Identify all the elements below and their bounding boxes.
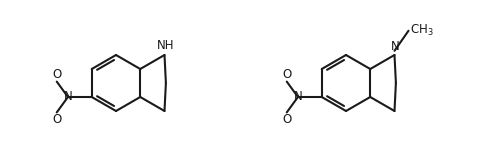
Text: NH: NH xyxy=(156,39,174,52)
Text: O: O xyxy=(282,113,292,126)
Text: O: O xyxy=(52,68,62,81)
Text: N: N xyxy=(64,90,72,103)
Text: N: N xyxy=(391,40,400,53)
Text: N: N xyxy=(294,90,302,103)
Text: O: O xyxy=(282,68,292,81)
Text: CH$_3$: CH$_3$ xyxy=(410,23,434,38)
Text: O: O xyxy=(52,113,62,126)
